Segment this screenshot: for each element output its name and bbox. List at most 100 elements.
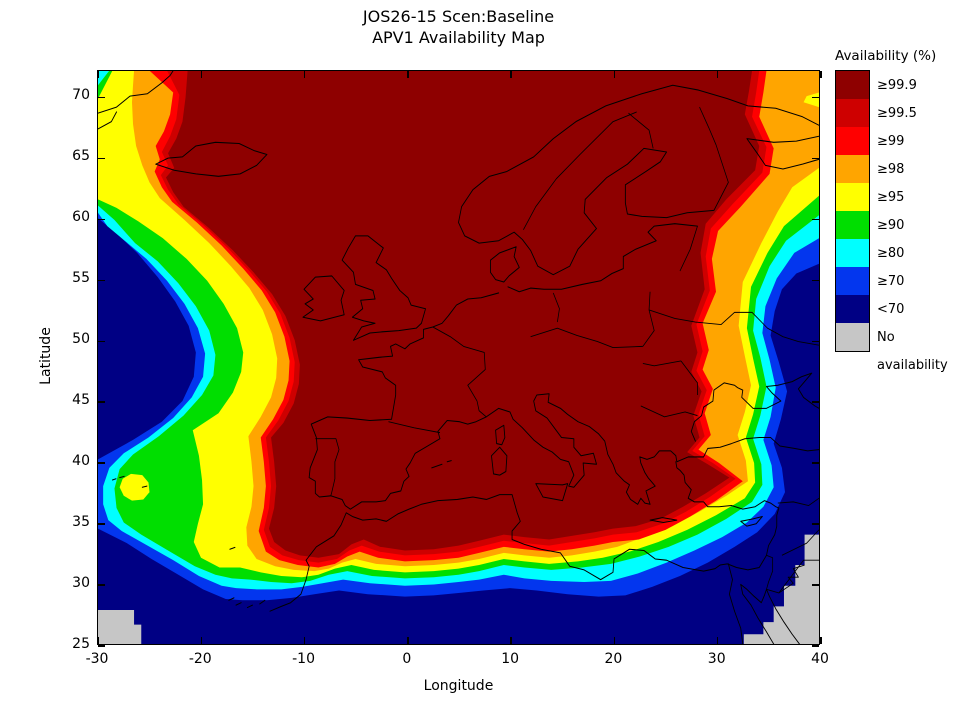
x-tick-label: 10 <box>501 651 520 667</box>
coast-canary-islands <box>228 597 266 609</box>
y-tick-label: 30 <box>72 575 90 592</box>
coast-black-sea <box>690 372 819 442</box>
x-tick-label: -30 <box>85 651 109 667</box>
x-tick-mark <box>407 637 409 644</box>
y-tick-mark <box>812 218 819 221</box>
coast-denmark <box>489 246 520 283</box>
y-tick-mark <box>98 401 105 403</box>
legend-entry-label: ≥70 <box>877 273 905 289</box>
x-tick-mark <box>716 637 719 644</box>
x-tick-mark <box>510 71 512 78</box>
x-tick-label: 20 <box>604 651 623 667</box>
x-tick-mark <box>303 637 306 644</box>
coast-madeira <box>229 546 236 550</box>
y-tick-mark <box>98 218 105 221</box>
coast-north-africa-levant <box>269 461 780 612</box>
y-tick-mark <box>812 157 819 160</box>
border-france-spain <box>388 421 441 434</box>
y-tick-mark <box>812 401 819 403</box>
x-tick-mark <box>303 71 306 78</box>
y-tick-label: 40 <box>72 453 90 470</box>
coast-balearics <box>431 460 452 469</box>
border-belarus-ukraine <box>648 309 819 346</box>
border-romania-moldova <box>640 360 698 418</box>
y-tick-mark <box>812 523 819 525</box>
legend-entry-label: <70 <box>877 301 905 317</box>
legend-entry-label: ≥99.5 <box>877 105 917 121</box>
y-tick-label: 35 <box>72 514 90 531</box>
legend-swatch <box>836 183 869 211</box>
coastlines <box>98 71 819 644</box>
title-line-1: JOS26-15 Scen:Baseline <box>362 7 555 26</box>
y-tick-mark <box>98 584 105 586</box>
coast-ireland <box>302 275 345 322</box>
legend-swatch <box>836 295 869 323</box>
x-tick-mark <box>200 71 203 78</box>
border-portugal-spain <box>315 438 340 496</box>
border-turkey-syria-iraq <box>777 497 819 594</box>
x-tick-mark <box>613 637 616 644</box>
legend-entry-label: ≥80 <box>877 245 905 261</box>
legend-entry-label: ≥98 <box>877 161 905 177</box>
x-tick-label: -20 <box>188 651 212 667</box>
country-borders <box>315 106 819 594</box>
x-tick-label: 0 <box>402 651 412 667</box>
legend-colorbar <box>835 70 870 352</box>
x-tick-mark <box>200 637 203 644</box>
coast-nile-red-sea <box>727 563 800 644</box>
coast-corsica <box>495 424 506 446</box>
coast-crete <box>649 517 678 524</box>
title-line-2: APV1 Availability Map <box>372 28 545 47</box>
coast-cyprus <box>740 515 763 527</box>
no-availability-southwest <box>98 609 142 644</box>
y-tick-mark <box>98 157 105 160</box>
x-tick-mark <box>820 637 822 644</box>
y-tick-label: 65 <box>72 148 90 165</box>
y-tick-mark <box>98 462 105 464</box>
coast-great-britain <box>341 235 426 341</box>
y-tick-mark <box>98 279 105 282</box>
y-tick-label: 55 <box>72 270 90 287</box>
border-norway-sweden-finland <box>523 111 654 231</box>
legend-title: Availability (%) <box>835 48 937 64</box>
coast-baltic-south <box>507 223 698 293</box>
legend-entry-label: ≥95 <box>877 189 905 205</box>
y-tick-mark <box>98 96 105 99</box>
y-axis-label: Latitude <box>38 327 54 385</box>
border-baltics-russia <box>679 225 698 272</box>
coast-scandinavia <box>458 84 819 276</box>
y-tick-mark <box>98 340 105 342</box>
y-tick-mark <box>812 96 819 99</box>
coast-iceland <box>155 141 268 177</box>
border-germany-poland-czech <box>530 292 643 349</box>
legend-entry-label: ≥99 <box>877 133 905 149</box>
no-availability-southeast <box>743 534 819 644</box>
y-tick-label: 45 <box>72 392 90 409</box>
coast-sardinia <box>491 446 508 476</box>
x-tick-mark <box>97 637 99 644</box>
band-ge99-9 <box>165 71 760 558</box>
x-tick-mark <box>820 71 822 78</box>
y-tick-mark <box>812 340 819 342</box>
legend-entry-label: ≥99.9 <box>877 77 917 93</box>
x-axis-label: Longitude <box>423 678 494 694</box>
coast-azores <box>111 475 148 488</box>
x-tick-mark <box>716 71 719 78</box>
y-tick-label: 60 <box>72 209 90 226</box>
legend-swatch <box>836 211 869 239</box>
x-tick-label: 30 <box>707 651 726 667</box>
y-tick-mark <box>98 523 105 525</box>
x-tick-label: -10 <box>292 651 315 667</box>
legend-entry-label: No availability <box>877 329 948 373</box>
availability-map <box>98 71 819 644</box>
y-tick-mark <box>812 584 819 586</box>
map-plot-area <box>97 70 822 647</box>
y-tick-mark <box>812 279 819 282</box>
legend-swatch <box>836 239 869 267</box>
band-ge95-azores-blob <box>119 473 150 501</box>
y-tick-mark <box>812 645 819 647</box>
x-tick-label: 40 <box>811 651 829 667</box>
y-tick-label: 70 <box>72 87 90 104</box>
coast-sicily <box>535 483 569 502</box>
